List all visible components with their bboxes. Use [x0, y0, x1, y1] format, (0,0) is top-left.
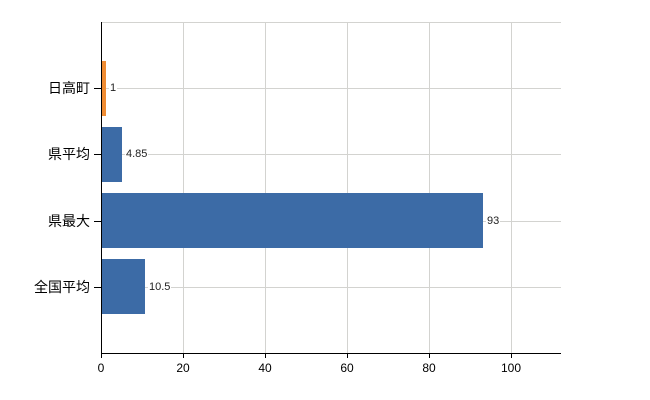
category-label: 県平均	[48, 146, 90, 162]
plot-top-border	[101, 22, 561, 23]
x-tick-label: 0	[97, 361, 105, 375]
gridline-vertical	[183, 22, 184, 353]
x-tick-label: 100	[500, 361, 522, 375]
y-axis-line	[101, 22, 102, 354]
bar	[102, 193, 483, 248]
category-label: 全国平均	[34, 279, 90, 295]
x-tick-mark	[101, 353, 102, 358]
gridline-vertical	[511, 22, 512, 353]
category-tick-mark	[94, 154, 101, 155]
x-tick-mark	[511, 353, 512, 358]
bar	[102, 127, 122, 182]
category-label: 県最大	[48, 213, 90, 229]
category-tick-mark	[94, 88, 101, 89]
gridline-vertical	[429, 22, 430, 353]
x-tick-label: 60	[340, 361, 354, 375]
x-axis-line	[101, 353, 561, 354]
category-tick-mark	[94, 221, 101, 222]
gridline-horizontal	[102, 154, 561, 155]
gridline-vertical	[347, 22, 348, 353]
x-tick-label: 40	[258, 361, 272, 375]
gridline-horizontal	[102, 88, 561, 89]
value-label: 1	[109, 81, 118, 95]
category-label: 日高町	[48, 80, 90, 96]
x-tick-label: 80	[422, 361, 436, 375]
bar	[102, 61, 106, 116]
x-tick-mark	[183, 353, 184, 358]
x-tick-mark	[265, 353, 266, 358]
gridline-vertical	[265, 22, 266, 353]
x-tick-mark	[347, 353, 348, 358]
value-label: 93	[486, 214, 501, 228]
category-tick-mark	[94, 287, 101, 288]
bar	[102, 259, 145, 314]
gridline-horizontal	[102, 287, 561, 288]
x-tick-mark	[429, 353, 430, 358]
x-tick-label: 20	[176, 361, 190, 375]
value-label: 10.5	[148, 280, 172, 294]
value-label: 4.85	[125, 147, 149, 161]
